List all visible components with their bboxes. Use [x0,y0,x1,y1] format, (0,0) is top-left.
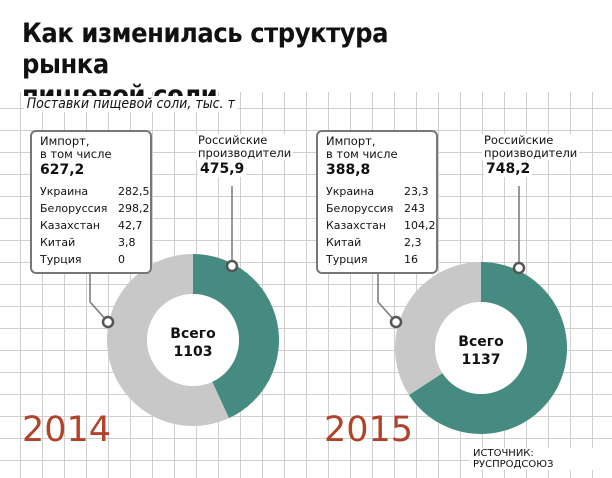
import-country: Казахстан [40,219,101,232]
import-box-2014: Импорт, в том числе 627,2 Украина 282,5 … [30,130,152,274]
import-amount: 42,7 [118,219,143,232]
donut-hole [435,302,527,394]
year-label-2015: 2015 [324,410,414,450]
import-row: Китай 3,8 [40,235,142,251]
import-amount: 104,2 [404,219,436,232]
chart-subtitle: Поставки пищевой соли, тыс. т [24,96,238,112]
total-value: 1103 [174,344,213,360]
import-country: Украина [326,185,375,198]
domestic-label-2015: Российские производители [482,133,580,160]
import-amount: 3,8 [118,236,136,249]
leader-line-import [89,270,109,323]
leader-dot-domestic [512,261,526,275]
import-country: Турция [326,253,368,266]
leader-line-import [377,270,397,323]
import-label-2014: Импорт, в том числе [40,134,112,161]
import-row: Турция 16 [326,252,428,268]
import-country: Турция [40,253,82,266]
import-row: Украина 282,5 [40,184,150,200]
leader-dot-import [389,315,403,329]
import-row: Китай 2,3 [326,235,428,251]
import-amount: 298,2 [118,202,150,215]
title-line-1: Как изменилась структура рынка [22,18,389,80]
import-row: Белоруссия 298,2 [40,201,150,217]
import-country: Украина [40,185,89,198]
leader-dot-domestic [225,259,239,273]
slice-domestic [408,262,567,434]
donut-2015: Всего 1137 [377,186,567,434]
import-country: Белоруссия [40,202,108,215]
import-country: Казахстан [326,219,387,232]
import-value-2015: 388,8 [326,162,371,178]
total-label: Всего [458,334,504,350]
donut-2014: Всего 1103 [89,186,279,426]
import-row: Украина 23,3 [326,184,429,200]
donut-hole [147,294,239,386]
domestic-value-2015: 748,2 [484,161,533,177]
import-row: Казахстан 42,7 [40,218,143,234]
import-amount: 0 [118,253,125,266]
import-label-2015: Импорт, в том числе [326,134,398,161]
import-amount: 282,5 [118,185,150,198]
import-amount: 16 [404,253,418,266]
import-amount: 23,3 [404,185,429,198]
year-label-2014: 2014 [22,410,112,450]
import-country: Китай [40,236,76,249]
slice-import [107,254,229,426]
source-note: ИСТОЧНИК: РУСПРОДСОЮЗ [470,448,612,470]
slice-domestic [193,254,279,419]
leader-dot-import [101,315,115,329]
domestic-label-2014: Российские производители [196,133,294,160]
import-value-2014: 627,2 [40,162,85,178]
import-amount: 2,3 [404,236,422,249]
total-value: 1137 [462,352,501,368]
import-country: Белоруссия [326,202,394,215]
import-amount: 243 [404,202,425,215]
import-row: Казахстан 104,2 [326,218,436,234]
import-country: Китай [326,236,362,249]
slice-import [394,262,481,395]
import-row: Белоруссия 243 [326,201,428,217]
import-box-2015: Импорт, в том числе 388,8 Украина 23,3 Б… [316,130,438,274]
domestic-value-2014: 475,9 [198,161,247,177]
header-panel: Как изменилась структура рынка пищевой с… [0,0,612,111]
import-row: Турция 0 [40,252,142,268]
total-label: Всего [170,326,216,342]
